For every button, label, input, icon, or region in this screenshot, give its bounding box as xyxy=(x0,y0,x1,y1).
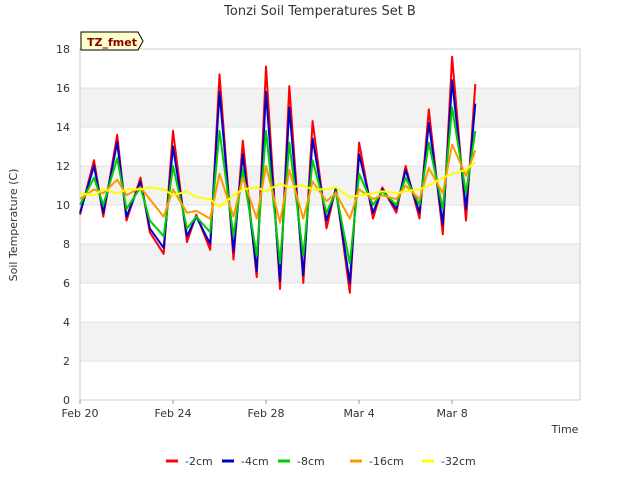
plot-frame xyxy=(79,48,581,401)
grid-bands xyxy=(80,88,580,361)
y-tick-label: 8 xyxy=(63,238,70,251)
x-tick-labels: Feb 20 Feb 24 Feb 28 Mar 4 Mar 8 xyxy=(62,400,468,420)
grid-band xyxy=(80,322,580,361)
legend-label: -4cm xyxy=(241,455,269,468)
legend: -2cm -4cm -8cm -16cm -32cm xyxy=(166,455,476,468)
grid-band xyxy=(80,244,580,283)
legend-label: -16cm xyxy=(369,455,404,468)
x-axis-label: Time xyxy=(551,423,579,436)
y-tick-label: 10 xyxy=(56,199,70,212)
y-tick-label: 2 xyxy=(63,355,70,368)
chart-title: Tonzi Soil Temperatures Set B xyxy=(223,4,416,19)
y-tick-labels: 0 2 4 6 8 10 12 14 16 18 xyxy=(56,43,70,407)
x-tick-label: Feb 28 xyxy=(248,407,285,420)
y-tick-label: 12 xyxy=(56,160,70,173)
series-line xyxy=(79,106,477,265)
x-tick-label: Feb 20 xyxy=(62,407,99,420)
y-axis-label: Soil Temperature (C) xyxy=(7,169,20,282)
y-tick-label: 6 xyxy=(63,277,70,290)
legend-label: -32cm xyxy=(441,455,476,468)
y-tick-label: 16 xyxy=(56,82,70,95)
legend-label: -2cm xyxy=(185,455,213,468)
y-tick-label: 0 xyxy=(63,394,70,407)
series-lines xyxy=(79,55,477,294)
y-tick-label: 14 xyxy=(56,121,70,134)
badge: TZ_fmet xyxy=(80,31,144,51)
badge-text: TZ_fmet xyxy=(87,36,137,49)
legend-label: -8cm xyxy=(297,455,325,468)
x-tick-label: Mar 4 xyxy=(343,407,374,420)
grid-band xyxy=(80,88,580,127)
y-tick-label: 4 xyxy=(63,316,70,329)
series-line xyxy=(79,161,476,208)
x-tick-label: Feb 24 xyxy=(155,407,192,420)
badge-shape xyxy=(80,31,144,51)
y-tick-label: 18 xyxy=(56,43,70,56)
x-tick-label: Mar 8 xyxy=(436,407,467,420)
